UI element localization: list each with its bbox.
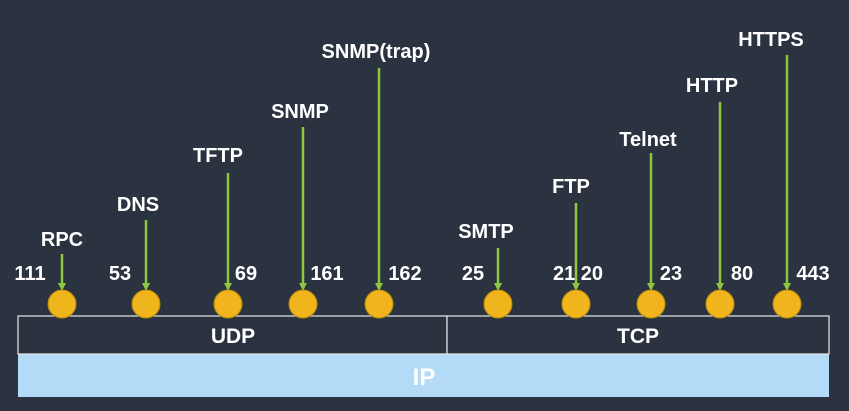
tcp-protocol-label: FTP xyxy=(552,176,590,198)
udp-port-dot xyxy=(47,289,77,319)
udp-port-dot xyxy=(213,289,243,319)
tcp-port-number: 25 xyxy=(462,263,484,285)
tcp-port-dot xyxy=(561,289,591,319)
tcp-port-number: 23 xyxy=(660,263,682,285)
udp-protocol-label: SNMP xyxy=(271,101,329,123)
tcp-port-dot xyxy=(705,289,735,319)
tcp-port-item: HTTPS 443 xyxy=(738,29,830,319)
tcp-layer-box xyxy=(446,315,830,355)
udp-port-dot xyxy=(364,289,394,319)
udp-port-number: 162 xyxy=(388,263,421,285)
tcp-port-dot xyxy=(636,289,666,319)
tcp-port-number: 21 20 xyxy=(553,263,603,285)
tcp-port-dot xyxy=(483,289,513,319)
udp-protocol-label: TFTP xyxy=(193,145,243,167)
udp-port-item: SNMP 161 xyxy=(271,101,344,319)
tcp-protocol-label: HTTPS xyxy=(738,29,804,51)
tcp-port-dot xyxy=(772,289,802,319)
tcp-port-item: Telnet 23 xyxy=(619,129,682,319)
tcp-layer-label: TCP xyxy=(617,325,659,348)
udp-protocol-label: RPC xyxy=(41,229,83,251)
tcp-port-group: SMTP 25 FTP 21 20 Telnet 23 HTTP 80 xyxy=(458,29,830,319)
udp-protocol-label: SNMP(trap) xyxy=(322,41,431,63)
ip-layer-label: IP xyxy=(413,364,436,391)
udp-port-item: TFTP 69 xyxy=(193,145,257,319)
udp-port-item: DNS 53 xyxy=(109,194,161,319)
udp-port-item: SNMP(trap) 162 xyxy=(322,41,431,319)
tcp-protocol-label: SMTP xyxy=(458,221,514,243)
tcp-protocol-label: HTTP xyxy=(686,75,738,97)
udp-port-number: 53 xyxy=(109,263,131,285)
udp-port-item: RPC 111 xyxy=(14,229,83,319)
tcp-port-item: FTP 21 20 xyxy=(552,176,603,319)
udp-layer-box xyxy=(17,315,448,355)
udp-port-group: RPC 111 DNS 53 TFTP 69 SNMP 161 xyxy=(14,41,431,319)
tcp-protocol-label: Telnet xyxy=(619,129,677,151)
udp-protocol-label: DNS xyxy=(117,194,159,216)
udp-port-dot xyxy=(288,289,318,319)
udp-port-number: 111 xyxy=(14,263,45,285)
udp-layer-label: UDP xyxy=(211,325,255,348)
ip-layer-box xyxy=(18,354,829,397)
udp-port-number: 69 xyxy=(235,263,257,285)
udp-port-number: 161 xyxy=(310,263,343,285)
tcp-port-item: SMTP 25 xyxy=(458,221,514,319)
tcp-port-item: HTTP 80 xyxy=(686,75,753,319)
tcp-port-number: 443 xyxy=(796,263,829,285)
udp-port-dot xyxy=(131,289,161,319)
tcp-port-number: 80 xyxy=(731,263,753,285)
